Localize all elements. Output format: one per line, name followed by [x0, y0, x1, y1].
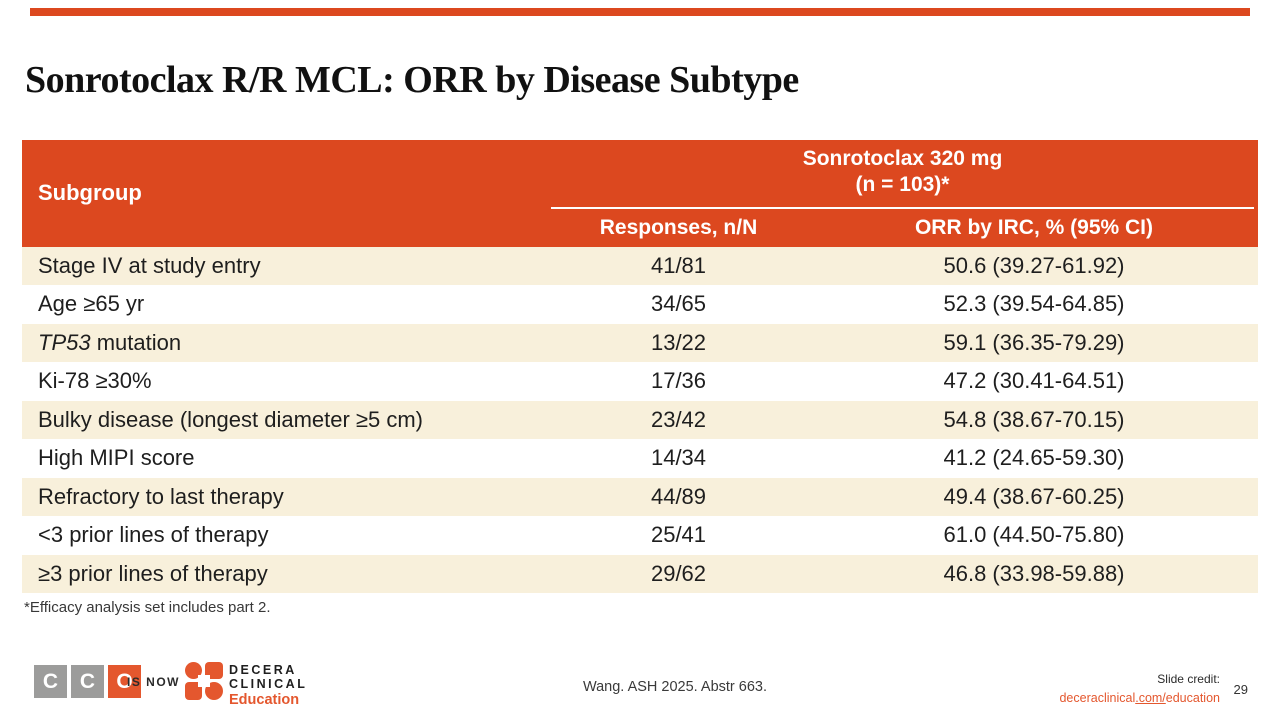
- is-now-label: IS NOW: [127, 675, 180, 689]
- table-row: Ki-78 ≥30% 17/36 47.2 (30.41-64.51): [22, 362, 1258, 401]
- table-row: ≥3 prior lines of therapy 29/62 46.8 (33…: [22, 554, 1258, 593]
- reference-citation: Wang. ASH 2025. Abstr 663.: [582, 679, 768, 695]
- table-row: TP53 mutation 13/22 59.1 (36.35-79.29): [22, 323, 1258, 362]
- decera-logo-text: DECERA CLINICAL Education: [229, 663, 307, 708]
- cco-letter-box: C: [71, 665, 104, 698]
- slide-title: Sonrotoclax R/R MCL: ORR by Disease Subt…: [25, 59, 799, 101]
- page-number: 29: [1233, 682, 1248, 697]
- group-header-line2: (n = 103)*: [855, 173, 950, 197]
- table-row: High MIPI score 14/34 41.2 (24.65-59.30): [22, 439, 1258, 478]
- footnote: *Efficacy analysis set includes part 2.: [24, 599, 271, 616]
- slide-credit-link[interactable]: deceraclinical.com/education: [1059, 691, 1220, 706]
- top-accent-bar: [30, 8, 1250, 16]
- decera-line1: DECERA: [229, 663, 297, 677]
- slide-credit: Slide credit: deceraclinical.com/educati…: [1059, 671, 1220, 709]
- column-header-subgroup: Subgroup: [22, 140, 547, 247]
- decera-line2: CLINICAL: [229, 677, 308, 691]
- cco-logo: C C O: [34, 665, 141, 698]
- table-row: Age ≥65 yr 34/65 52.3 (39.54-64.85): [22, 285, 1258, 324]
- column-header-orr: ORR by IRC, % (95% CI): [810, 208, 1258, 247]
- column-group-header-sonrotoclax: Sonrotoclax 320 mg (n = 103)*: [547, 140, 1258, 209]
- table-row: Bulky disease (longest diameter ≥5 cm) 2…: [22, 400, 1258, 439]
- cco-letter-box: C: [34, 665, 67, 698]
- cco-letter-box: O: [108, 665, 141, 698]
- table-row: Stage IV at study entry 41/81 50.6 (39.2…: [22, 246, 1258, 285]
- table-row: Refractory to last therapy 44/89 49.4 (3…: [22, 477, 1258, 516]
- slide-credit-label: Slide credit:: [1157, 672, 1220, 686]
- decera-logo-icon: [185, 662, 223, 700]
- column-header-responses: Responses, n/N: [547, 208, 810, 247]
- decera-education-label: Education: [229, 692, 300, 708]
- subgroup-orr-table: Subgroup Sonrotoclax 320 mg (n = 103)* R…: [22, 140, 1258, 593]
- group-header-line1: Sonrotoclax 320 mg: [802, 147, 1003, 170]
- table-row: <3 prior lines of therapy 25/41 61.0 (44…: [22, 516, 1258, 555]
